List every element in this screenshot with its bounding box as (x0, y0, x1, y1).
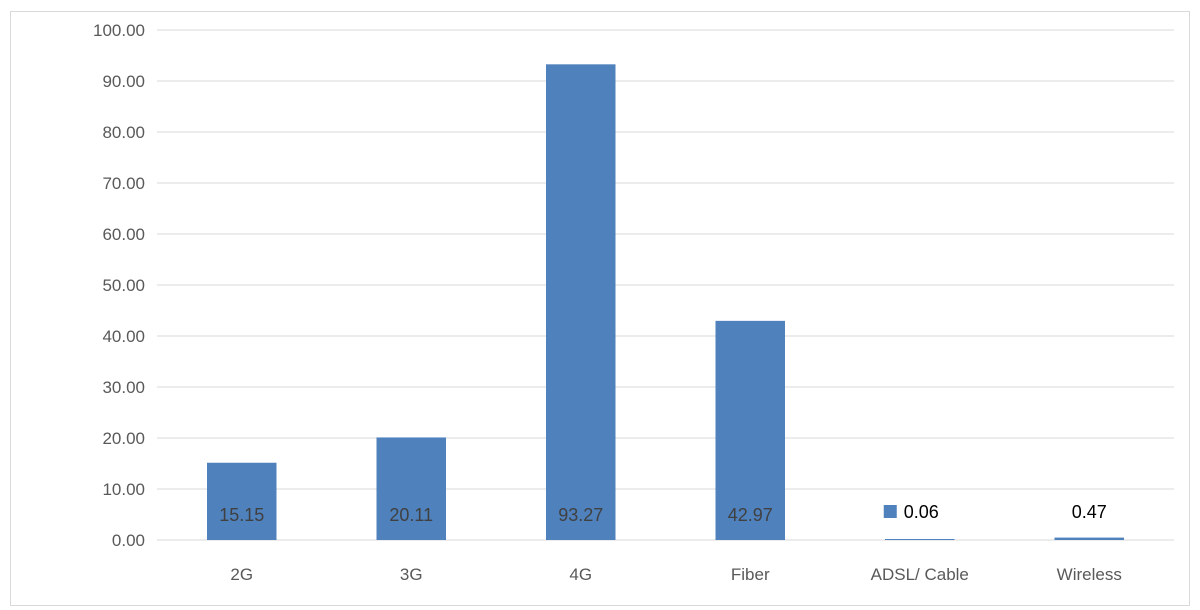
bars (207, 64, 1124, 540)
y-tick-label: 60.00 (102, 225, 145, 244)
bar-2g (207, 462, 277, 540)
data-label: 93.27 (558, 505, 603, 525)
bar-wireless (1054, 537, 1124, 540)
data-label: 15.15 (219, 505, 264, 525)
x-tick-label: Fiber (731, 565, 770, 584)
x-tick-label: ADSL/ Cable (871, 565, 969, 584)
y-tick-label: 0.00 (112, 531, 145, 550)
bar-adsl-cable (885, 539, 955, 540)
gridlines (157, 29, 1174, 541)
y-tick-label: 10.00 (102, 480, 145, 499)
bar-fiber (715, 320, 785, 540)
y-tick-label: 70.00 (102, 174, 145, 193)
y-tick-label: 100.00 (93, 21, 145, 40)
y-tick-label: 30.00 (102, 378, 145, 397)
y-axis-ticks: 0.00 10.00 20.00 30.00 40.00 50.00 60.00 70.00 8… (93, 21, 145, 550)
y-tick-label: 90.00 (102, 72, 145, 91)
data-label: 42.97 (728, 505, 773, 525)
data-label: 0.06 (904, 502, 939, 522)
data-label: 20.11 (389, 505, 433, 525)
y-tick-label: 50.00 (102, 276, 145, 295)
bar-3g (376, 437, 446, 540)
y-tick-label: 80.00 (102, 123, 145, 142)
x-tick-label: 2G (230, 565, 253, 584)
y-tick-label: 40.00 (102, 327, 145, 346)
data-label-marker (883, 505, 897, 518)
chart-frame (10, 11, 1190, 606)
data-label: 0.47 (1072, 502, 1107, 522)
y-tick-label: 20.00 (102, 429, 145, 448)
x-tick-label: 4G (569, 565, 592, 584)
data-labels: 15.15 20.11 93.27 42.97 0.06 0.47 (219, 502, 1107, 525)
x-axis-ticks: 2G 3G 4G Fiber ADSL/ Cable Wireless (230, 565, 1121, 584)
x-tick-label: 3G (400, 565, 423, 584)
bar-4g (546, 64, 616, 540)
x-tick-label: Wireless (1057, 565, 1122, 584)
